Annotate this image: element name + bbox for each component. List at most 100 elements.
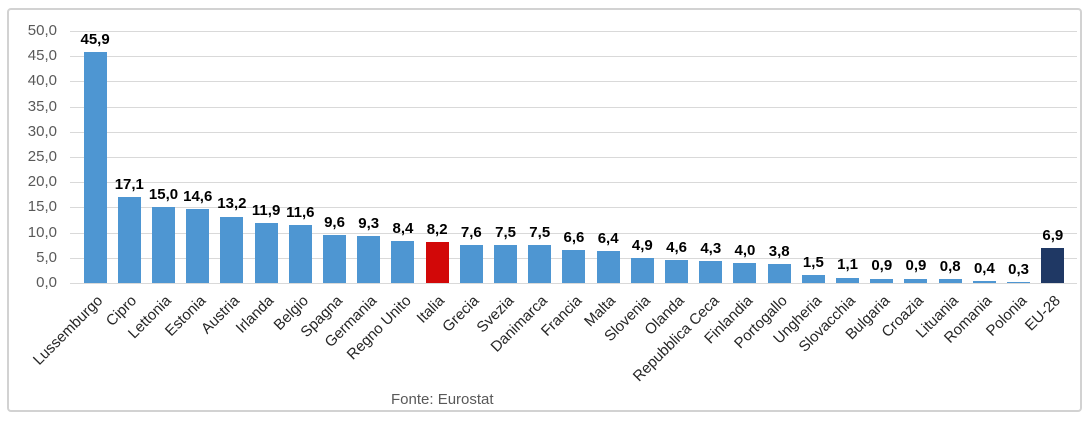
- bar-group-olanda: 4,6 Olanda: [642, 31, 693, 339]
- y-tick-label: 50,0: [27, 22, 57, 39]
- bar-group-malta: 6,4 Malta: [582, 31, 625, 330]
- bar: [288, 224, 312, 283]
- bar-group-portogallo: 3,8 Portogallo: [731, 31, 796, 352]
- bar-group-francia: 6,6 Francia: [538, 31, 591, 340]
- gridline: [70, 182, 1077, 184]
- bar: [220, 216, 244, 283]
- bar: [323, 234, 347, 283]
- bar: [630, 258, 654, 283]
- bar: [596, 250, 620, 283]
- bar-group-ungheria: 1,5 Ungheria: [770, 31, 830, 347]
- bar: [494, 245, 518, 283]
- bar-value-label: 3,8: [768, 242, 790, 260]
- bars-container: 45,9 Lussemburgo 17,1 Cipro 15,0 Lettonia 14,6…: [30, 30, 1070, 385]
- bar-group-croazia: 0,9 Croazia: [879, 31, 933, 341]
- bar-group-romania: 0,4 Romania: [941, 31, 1001, 347]
- bar-group-svezia: 7,5 Svezia: [473, 31, 522, 336]
- category-label: Irlanda: [232, 292, 278, 337]
- bar-value-label: 11,6: [286, 203, 315, 221]
- bar: [1007, 281, 1031, 283]
- bar-group-regno-unito: 8,4 Regno Unito: [343, 31, 420, 363]
- gridline: [70, 157, 1077, 158]
- bar-value-label: 8,2: [426, 220, 448, 238]
- bar: [733, 262, 757, 283]
- bar-value-label: 15,0: [148, 186, 179, 204]
- bar-value-label: 1,1: [837, 256, 858, 274]
- bar-value-label: 0,8: [939, 257, 961, 275]
- bar-value-label: 9,6: [324, 213, 345, 231]
- bar-group-lettonia: 15,0 Lettonia: [125, 31, 180, 342]
- bar: [801, 275, 825, 283]
- bar-value-label: 45,9: [80, 30, 110, 48]
- bar-group-lussemburgo: 45,9 Lussemburgo: [30, 30, 112, 369]
- y-tick-label: 35,0: [27, 97, 57, 115]
- bar-group-bulgaria: 0,9 Bulgaria: [842, 31, 899, 343]
- bar: [357, 236, 381, 283]
- bar: [391, 240, 415, 283]
- source-note: Fonte: Eurostat: [391, 391, 494, 408]
- y-tick-label: 40,0: [27, 72, 57, 90]
- bar-group-finlandia: 4,0 Finlandia: [701, 31, 762, 347]
- bar-group-repubblica-ceca: 4,3 Repubblica Ceca: [629, 31, 728, 385]
- y-tick-label: 15,0: [27, 198, 57, 216]
- bar-group-irlanda: 11,9 Irlanda: [233, 31, 283, 337]
- bar-value-label: 4,0: [734, 241, 756, 259]
- bar-group-austria: 13,2 Austria: [198, 31, 249, 337]
- bar-value-label: 11,9: [251, 202, 281, 220]
- y-tick-label: 10,0: [27, 223, 57, 241]
- bar-value-label: 7,5: [529, 224, 551, 242]
- bar-value-label: 0,4: [973, 259, 995, 277]
- gridline: [70, 283, 1077, 284]
- bar: [938, 279, 962, 283]
- bar-value-label: 6,6: [563, 228, 585, 246]
- bar-value-label: 0,9: [871, 257, 893, 275]
- bar-value-label: 9,3: [358, 215, 380, 233]
- bar-group-italia: 8,2 Italia: [414, 31, 454, 327]
- bar: [83, 51, 107, 283]
- y-tick-label: 45,0: [27, 47, 57, 65]
- bar-group-cipro: 17,1 Cipro: [103, 31, 146, 330]
- gridline: [70, 56, 1077, 58]
- gridline: [70, 232, 1077, 234]
- bar-group-belgio: 11,6 Belgio: [270, 31, 317, 334]
- bar-value-label: 6,9: [1042, 227, 1064, 245]
- bar: [972, 281, 996, 283]
- bar-value-label: 4,9: [631, 237, 653, 255]
- bar-value-label: 17,1: [114, 175, 144, 193]
- bar-group-danimarca: 7,5 Danimarca: [488, 31, 557, 356]
- category-label: EU-28: [1022, 292, 1065, 335]
- bar-group-polonia: 0,3 Polonia: [982, 31, 1035, 340]
- category-label: Lussemburgo: [30, 292, 107, 369]
- bar-value-label: 14,6: [183, 188, 213, 206]
- bar: [117, 196, 141, 283]
- bar: [870, 278, 894, 283]
- bar: [904, 278, 928, 283]
- chart-frame: 0,0 5,0 10,0 15,0 20,0 25,0 30,0 35,0 40,0 45,0 50…: [7, 8, 1082, 412]
- bar: [254, 223, 278, 283]
- bar-value-label: 7,5: [495, 224, 516, 242]
- bar-value-label: 6,4: [597, 229, 619, 247]
- bar: [459, 244, 483, 283]
- bar-group-slovenia: 4,9 Slovenia: [601, 31, 659, 345]
- bar: [836, 277, 860, 283]
- y-tick-label: 25,0: [27, 148, 57, 165]
- bar-value-label: 0,9: [905, 257, 927, 275]
- y-tick-label: 0,0: [36, 274, 57, 291]
- gridline: [70, 81, 1077, 83]
- plot-area: 0,0 5,0 10,0 15,0 20,0 25,0 30,0 35,0 40,0 45,0 50…: [9, 10, 1080, 410]
- bar-value-label: 1,5: [802, 254, 824, 272]
- bar-value-label: 4,3: [700, 240, 722, 258]
- bar: [1041, 248, 1065, 283]
- bar-value-label: 8,4: [392, 219, 414, 237]
- bar-value-label: 4,6: [666, 238, 687, 256]
- bar-group-estonia: 14,6 Estonia: [162, 31, 215, 339]
- bar-value-label: 13,2: [217, 195, 247, 213]
- gridline: [70, 31, 1077, 32]
- bar-value-label: 7,6: [460, 223, 482, 241]
- bar: [562, 249, 586, 283]
- y-tick-label: 30,0: [27, 122, 57, 140]
- y-tick-label: 5,0: [36, 248, 57, 266]
- bar-group-spagna: 9,6 Spagna: [297, 31, 351, 341]
- gridline: [70, 131, 1077, 133]
- gridline: [70, 207, 1077, 209]
